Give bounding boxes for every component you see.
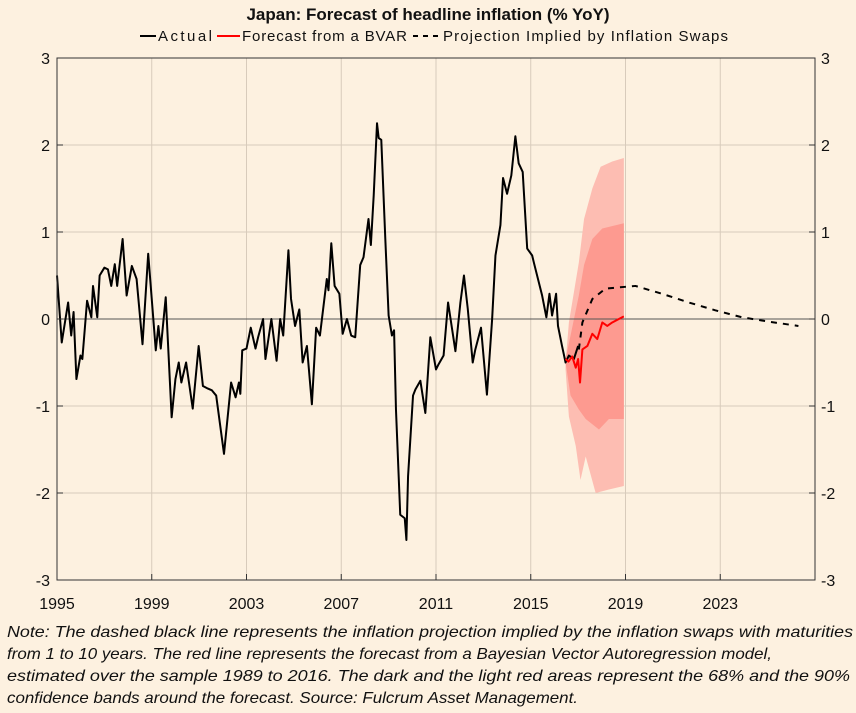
x-tick-label: 2023 <box>702 596 738 613</box>
series-forecast-from-a-bvar <box>564 315 625 384</box>
y-tick-label-right: -3 <box>821 573 835 590</box>
y-tick-label-right: -2 <box>821 486 835 503</box>
x-tick-label: 2019 <box>608 596 644 613</box>
x-tick-label: 2003 <box>229 596 265 613</box>
y-tick-label-left: -2 <box>36 486 50 503</box>
note: Note: The dashed black line represents t… <box>7 624 853 707</box>
axis-ticks: 1995 1999 2003 2007 2011 2015 2019 2023-3 -3-2 -2… <box>36 51 836 613</box>
x-tick-label: 2011 <box>419 596 454 613</box>
note-line-4: confidence bands around the forecast. So… <box>7 690 578 707</box>
legend-label-forecast: Forecast from a BVAR <box>242 28 407 45</box>
y-tick-label-left: 1 <box>41 225 50 242</box>
y-tick-label-right: 0 <box>821 312 830 329</box>
series-projection-implied-by-inflation-swaps <box>577 284 799 350</box>
chart-title: Japan: Forecast of headline inflation (%… <box>246 5 609 24</box>
x-tick-label: 1995 <box>39 596 75 613</box>
y-tick-label-left: -1 <box>36 399 50 416</box>
note-line-3: estimated over the sample 1989 to 2016. … <box>7 668 850 685</box>
note-line-1: Note: The dashed black line represents t… <box>7 624 853 641</box>
y-tick-label-left: -3 <box>36 573 50 590</box>
y-tick-label-left: 0 <box>41 312 50 329</box>
legend-label-swaps: Projection Implied by Inflation Swaps <box>443 28 728 45</box>
y-tick-label-right: 3 <box>821 51 830 68</box>
series-lines <box>56 122 799 541</box>
legend: Actual Forecast from a BVAR Projection I… <box>140 28 728 45</box>
series-actual <box>56 122 580 541</box>
x-tick-label: 1999 <box>134 596 170 613</box>
y-tick-label-right: 2 <box>821 138 830 155</box>
y-tick-label-left: 2 <box>41 138 50 155</box>
y-tick-label-left: 3 <box>41 51 50 68</box>
y-tick-label-right: -1 <box>821 399 835 416</box>
y-tick-label-right: 1 <box>821 225 830 242</box>
x-tick-label: 2015 <box>513 596 549 613</box>
note-line-2: from 1 to 10 years. The red line represe… <box>7 646 772 663</box>
x-tick-label: 2007 <box>323 596 359 613</box>
